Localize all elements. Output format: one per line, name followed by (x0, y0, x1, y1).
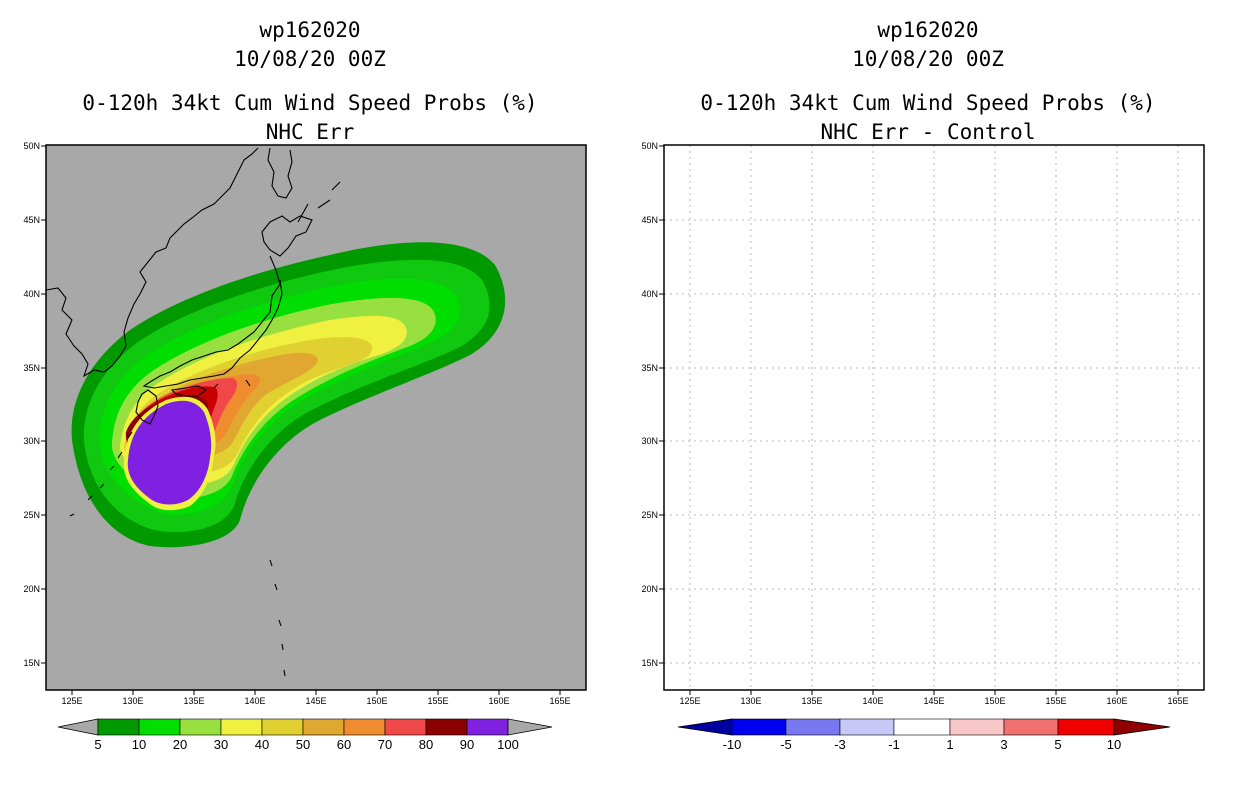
colorbar2-label: 10 (1107, 737, 1121, 752)
lon-label: 165E (549, 696, 570, 706)
lat-label: 50N (641, 141, 658, 151)
lat-label: 30N (23, 436, 40, 446)
lat-label: 45N (641, 215, 658, 225)
panel2-storm-id: wp162020 (877, 18, 979, 42)
colorbar2-swatch (949, 718, 1005, 736)
colorbar1-label: 10 (132, 737, 146, 752)
panel1-datetime: 10/08/20 00Z (234, 47, 386, 71)
colorbar2-swatch (1003, 718, 1059, 736)
colorbar1-label: 30 (214, 737, 228, 752)
panel1-storm-id: wp162020 (259, 18, 361, 42)
lon-label: 145E (305, 696, 326, 706)
colorbar2-right-arrow (1113, 718, 1171, 736)
lat-label: 35N (23, 363, 40, 373)
panel1-product-title: 0-120h 34kt Cum Wind Speed Probs (%) (82, 91, 538, 115)
colorbar1-swatch (343, 718, 386, 736)
lon-label: 140E (862, 696, 883, 706)
lon-label: 140E (244, 696, 265, 706)
colorbar1-swatch (179, 718, 222, 736)
panel2-lon-labels: 125E 130E 135E 140E 145E 150E 155E 160E … (679, 696, 1188, 706)
colorbar2-label: -5 (780, 737, 792, 752)
panel1-lon-labels: 125E 130E 135E 140E 145E 150E 155E 160E … (61, 696, 570, 706)
panel2-gridlines (664, 145, 1204, 690)
lon-label: 155E (427, 696, 448, 706)
lon-label: 165E (1167, 696, 1188, 706)
colorbar1-label: 100 (497, 737, 519, 752)
lon-label: 145E (923, 696, 944, 706)
lat-label: 40N (23, 289, 40, 299)
panel1-subtitle: NHC Err (265, 120, 355, 144)
lat-label: 20N (23, 584, 40, 594)
colorbar1-swatch (138, 718, 181, 736)
lon-label: 130E (122, 696, 143, 706)
lat-label: 40N (641, 289, 658, 299)
colorbar1-right-arrow (507, 718, 553, 736)
panel2-subtitle: NHC Err - Control (820, 120, 1036, 144)
panel1-ticks (41, 145, 561, 695)
colorbar1-label: 5 (94, 737, 101, 752)
colorbar2-swatch (785, 718, 841, 736)
lon-label: 155E (1045, 696, 1066, 706)
lon-label: 160E (1106, 696, 1127, 706)
colorbar2-left-arrow (677, 718, 733, 736)
lon-label: 150E (366, 696, 387, 706)
colorbar2-label: 5 (1054, 737, 1061, 752)
lat-label: 35N (641, 363, 658, 373)
lon-label: 135E (183, 696, 204, 706)
lat-label: 15N (641, 658, 658, 668)
lat-label: 50N (23, 141, 40, 151)
lon-label: 125E (61, 696, 82, 706)
colorbar1-label: 50 (296, 737, 310, 752)
panel2-datetime: 10/08/20 00Z (852, 47, 1004, 71)
panel1-map: 50N 45N 40N 35N 30N 25N 20N 15N 125E 130… (23, 141, 587, 706)
colorbar2-label: -3 (834, 737, 846, 752)
panel2-lat-labels: 50N 45N 40N 35N 30N 25N 20N 15N (641, 141, 658, 668)
colorbar1-label: 90 (460, 737, 474, 752)
lat-label: 25N (641, 510, 658, 520)
colorbar1-label: 40 (255, 737, 269, 752)
lon-label: 130E (740, 696, 761, 706)
colorbar1-swatch (261, 718, 304, 736)
panel2-colorbar: -10 -5 -3 -1 1 3 5 10 (677, 718, 1171, 752)
lat-label: 15N (23, 658, 40, 668)
colorbar1-swatch (302, 718, 345, 736)
lon-label: 125E (679, 696, 700, 706)
colorbar1-swatch (220, 718, 263, 736)
colorbar1-left-arrow (57, 718, 99, 736)
colorbar1-swatch (384, 718, 427, 736)
lon-label: 150E (984, 696, 1005, 706)
colorbar1-label: 20 (173, 737, 187, 752)
panel1-probability-swath (71, 242, 506, 548)
colorbar1-swatch (425, 718, 468, 736)
panel2-map: 50N 45N 40N 35N 30N 25N 20N 15N 125E 130… (641, 141, 1205, 706)
colorbar2-label: -1 (888, 737, 900, 752)
colorbar1-swatch (466, 718, 509, 736)
panel2-ticks (659, 145, 1179, 695)
lat-label: 25N (23, 510, 40, 520)
colorbar2-swatch (893, 718, 951, 736)
lat-label: 20N (641, 584, 658, 594)
lat-label: 45N (23, 215, 40, 225)
colorbar2-label: 1 (946, 737, 953, 752)
colorbar2-swatch (1057, 718, 1115, 736)
panel1-colorbar: 5 10 20 30 40 50 60 70 80 90 100 (57, 718, 553, 752)
colorbar2-swatch (839, 718, 895, 736)
colorbar1-swatch (97, 718, 140, 736)
colorbar1-label: 60 (337, 737, 351, 752)
panel2-product-title: 0-120h 34kt Cum Wind Speed Probs (%) (700, 91, 1156, 115)
colorbar2-swatch (731, 718, 787, 736)
colorbar2-label: -10 (723, 737, 742, 752)
lon-label: 160E (488, 696, 509, 706)
colorbar1-label: 80 (419, 737, 433, 752)
colorbar2-label: 3 (1000, 737, 1007, 752)
lon-label: 135E (801, 696, 822, 706)
lat-label: 30N (641, 436, 658, 446)
prob-contour-100 (127, 400, 212, 505)
colorbar1-label: 70 (378, 737, 392, 752)
panel1-lat-labels: 50N 45N 40N 35N 30N 25N 20N 15N (23, 141, 40, 668)
